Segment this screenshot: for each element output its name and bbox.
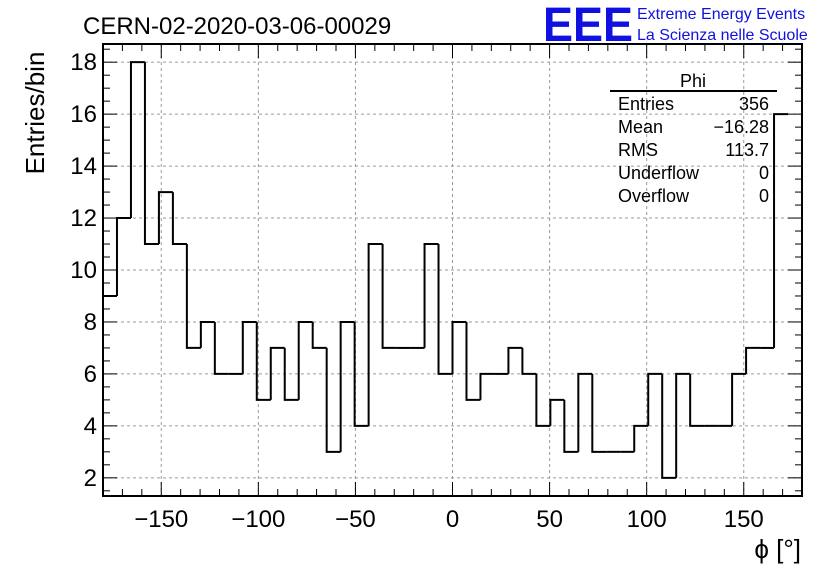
- histogram-bin: [773, 113, 789, 348]
- histogram-bin: [437, 244, 453, 375]
- stats-value: 356: [739, 94, 769, 114]
- x-tick-label: 100: [627, 506, 667, 533]
- stats-label: RMS: [618, 140, 658, 160]
- histogram-bin: [689, 373, 705, 427]
- stats-label: Mean: [618, 117, 663, 137]
- y-tick-label: 18: [70, 49, 97, 76]
- histogram-bin: [661, 373, 677, 479]
- x-tick-label: −150: [134, 506, 188, 533]
- stats-value: 0: [759, 163, 769, 183]
- x-tick-label: 0: [446, 506, 459, 533]
- histogram-series: [102, 61, 789, 496]
- histogram-bin: [325, 347, 341, 453]
- stats-label: Overflow: [618, 186, 690, 206]
- histogram-bin: [241, 320, 257, 374]
- y-tick-label: 4: [84, 413, 97, 440]
- histogram-bin: [171, 192, 187, 246]
- histogram-bin: [591, 373, 607, 453]
- tick-labels: −150 −100 −50 0 50 100 150 2 4 6 8 10 12 14 16 18: [70, 49, 763, 533]
- axis-ticks: [102, 44, 803, 496]
- x-axis-label: ϕ [°]: [754, 534, 801, 564]
- histogram-bin: [115, 217, 131, 296]
- histogram-bin: [129, 61, 145, 219]
- histogram-bin: [465, 321, 481, 401]
- y-tick-label: 10: [70, 257, 97, 284]
- chart-title: CERN-02-2020-03-06-00029: [83, 13, 391, 40]
- stats-label: Underflow: [618, 163, 700, 183]
- y-tick-label: 16: [70, 101, 97, 128]
- eee-logo-mark: EEE: [543, 0, 633, 52]
- y-tick-label: 2: [84, 465, 97, 492]
- histogram-bin: [255, 321, 271, 401]
- histogram-bin: [157, 191, 173, 245]
- histogram-bin: [577, 372, 593, 452]
- histogram-bin: [521, 347, 537, 375]
- histogram-bin: [549, 398, 565, 426]
- stats-value: −16.28: [713, 117, 769, 137]
- y-tick-label: 14: [70, 153, 97, 180]
- histogram-bin: [213, 321, 229, 375]
- x-tick-label: −100: [231, 506, 285, 533]
- histogram-bin: [185, 244, 201, 349]
- histogram-bin: [199, 320, 215, 348]
- histogram-bin: [633, 424, 649, 452]
- eee-logo: EEE Extreme Energy Events La Scienza nel…: [543, 0, 808, 52]
- histogram-bin: [297, 320, 313, 400]
- y-axis-label: Entries/bin: [20, 52, 50, 175]
- logo-line-1: Extreme Energy Events: [637, 6, 805, 23]
- histogram-bin: [269, 346, 285, 400]
- logo-line-2: La Scienza nelle Scuole: [637, 27, 808, 44]
- histogram-bin: [745, 346, 761, 374]
- histogram-bin: [367, 243, 383, 426]
- y-tick-label: 8: [84, 309, 97, 336]
- x-tick-label: −50: [335, 506, 376, 533]
- histogram-bin: [507, 346, 523, 374]
- histogram-bin: [479, 372, 495, 400]
- y-tick-label: 12: [70, 205, 97, 232]
- histogram-bin: [311, 321, 327, 349]
- histogram-bin: [451, 320, 467, 374]
- stats-value: 113.7: [725, 140, 769, 160]
- y-tick-label: 6: [84, 361, 97, 388]
- histogram-bin: [381, 244, 397, 349]
- x-tick-label: 150: [724, 506, 764, 533]
- histogram-bin: [647, 372, 663, 426]
- histogram-bin: [563, 399, 579, 453]
- histogram-bin: [143, 62, 159, 246]
- stats-box: Phi Entries 356 Mean −16.28 RMS 113.7 Underflo…: [610, 71, 777, 206]
- histogram-bin: [339, 320, 355, 452]
- stats-label: Entries: [618, 94, 674, 114]
- histogram-bin: [731, 372, 747, 426]
- grid: [103, 44, 802, 496]
- stats-title: Phi: [680, 71, 706, 91]
- histogram-bin: [102, 294, 117, 496]
- histogram-bin: [675, 372, 691, 478]
- histogram-bin: [353, 321, 369, 427]
- histogram-bin: [423, 243, 439, 348]
- histogram-bin: [283, 347, 299, 401]
- stats-value: 0: [759, 186, 769, 206]
- x-tick-label: 50: [536, 506, 563, 533]
- histogram-bin: [535, 373, 551, 427]
